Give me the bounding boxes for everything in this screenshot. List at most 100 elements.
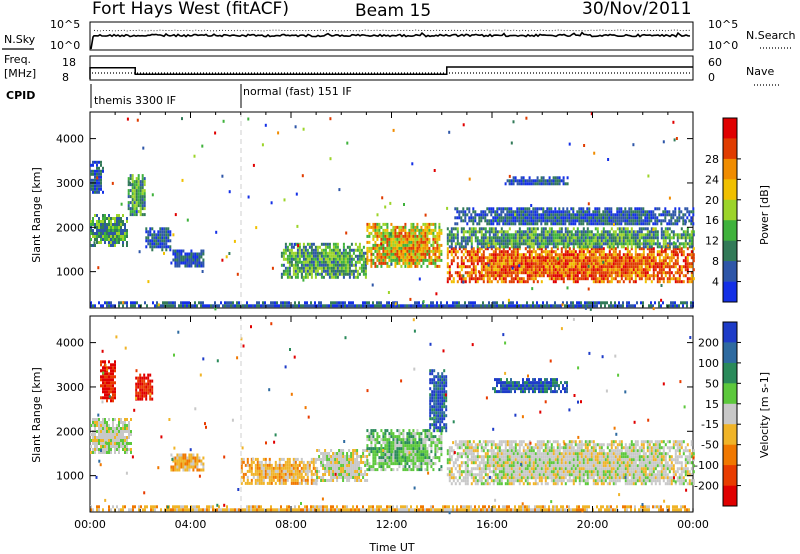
heatmap-cell <box>558 182 561 186</box>
heatmap-cell <box>352 275 355 279</box>
heatmap-cell <box>504 219 507 223</box>
heatmap-cell <box>668 265 671 269</box>
heatmap-cell <box>145 388 148 392</box>
heatmap-cell <box>440 249 443 253</box>
heatmap-cell <box>514 247 517 251</box>
heatmap-cell <box>484 239 487 243</box>
heatmap-cell <box>500 253 503 257</box>
heatmap-cell <box>114 418 116 421</box>
heatmap-cell <box>137 183 140 187</box>
heatmap-cell <box>598 222 601 226</box>
heatmap-cell <box>636 262 639 266</box>
heatmap-cell <box>586 274 589 278</box>
heatmap-cell <box>574 233 577 237</box>
heatmap-cell <box>634 304 636 308</box>
heatmap-cell <box>484 216 487 220</box>
heatmap-cell <box>626 304 628 308</box>
heatmap-cell <box>482 245 485 249</box>
heatmap-cell <box>94 436 96 439</box>
heatmap-cell <box>508 301 510 305</box>
heatmap-cell <box>532 262 535 266</box>
heatmap-cell <box>548 277 551 281</box>
heatmap-cell <box>572 207 575 211</box>
heatmap-cell <box>102 217 104 220</box>
heatmap-cell <box>652 268 655 272</box>
heatmap-cell <box>466 242 469 246</box>
heatmap-cell <box>112 363 114 367</box>
heatmap-cell <box>594 250 597 254</box>
heatmap-cell <box>582 222 585 226</box>
heatmap-cell <box>526 179 529 183</box>
heatmap-cell <box>548 265 551 269</box>
heatmap-cell <box>604 301 606 305</box>
heatmap-cell <box>644 222 647 226</box>
heatmap-cell <box>456 222 459 226</box>
heatmap-cell <box>656 280 659 284</box>
heatmap-cell <box>102 220 104 223</box>
heatmap-cell <box>518 213 521 217</box>
heatmap-cell <box>556 210 559 214</box>
heatmap-cell <box>622 210 625 214</box>
heatmap-cell <box>484 210 487 214</box>
heatmap-cell <box>524 268 527 272</box>
heatmap-cell <box>688 280 691 284</box>
heatmap-cell <box>660 274 663 278</box>
heatmap-cell <box>388 240 391 244</box>
heatmap-cell <box>690 216 693 220</box>
heatmap-cell <box>462 219 465 223</box>
heatmap-cell <box>282 272 285 276</box>
heatmap-cell <box>478 219 481 223</box>
heatmap-cell <box>133 207 136 211</box>
heatmap-cell <box>306 260 309 264</box>
heatmap-cell <box>508 259 511 263</box>
heatmap-cell <box>574 268 577 272</box>
heatmap-cell <box>578 247 581 251</box>
heatmap-cell <box>410 264 413 268</box>
heatmap-cell <box>630 236 633 240</box>
heatmap-cell <box>464 247 467 251</box>
heatmap-cell <box>90 163 92 167</box>
heatmap-cell <box>404 258 407 262</box>
heatmap-cell <box>184 453 187 457</box>
heatmap-cell <box>186 261 189 265</box>
heatmap-cell <box>174 468 177 472</box>
heatmap-cell <box>642 245 645 249</box>
heatmap-cell <box>336 272 339 276</box>
heatmap-cell <box>536 262 539 266</box>
heatmap-cell <box>534 274 537 278</box>
heatmap-cell <box>580 222 583 226</box>
heatmap-cell <box>408 246 411 250</box>
heatmap-cell <box>628 268 631 272</box>
heatmap-cell <box>278 304 280 308</box>
heatmap-cell <box>602 227 605 231</box>
heatmap-cell <box>674 271 677 275</box>
heatmap-cell <box>518 280 521 284</box>
heatmap-cell <box>552 236 555 240</box>
heatmap-cell <box>137 201 140 205</box>
heatmap-speck <box>497 218 499 222</box>
heatmap-cell <box>172 468 175 472</box>
heatmap-speck <box>371 283 374 287</box>
heatmap-cell <box>104 421 106 424</box>
heatmap-cell <box>408 234 411 238</box>
heatmap-cell <box>528 239 531 243</box>
heatmap-cell <box>192 453 195 457</box>
heatmap-speck <box>587 287 590 291</box>
heatmap-cell <box>546 245 549 249</box>
heatmap-cell <box>452 256 455 260</box>
heatmap-cell <box>574 253 577 257</box>
heatmap-cell <box>408 261 411 265</box>
heatmap-cell <box>135 391 138 395</box>
heatmap-speck <box>514 213 517 217</box>
heatmap-cell <box>552 259 555 263</box>
heatmap-cell <box>600 253 603 257</box>
heatmap-cell <box>145 382 148 386</box>
heatmap-cell <box>482 301 484 305</box>
heatmap-cell <box>644 233 647 237</box>
heatmap-cell <box>624 256 627 260</box>
heatmap-cell <box>528 259 531 263</box>
heatmap-cell <box>310 272 313 276</box>
heatmap-cell <box>518 271 521 275</box>
heatmap-cell <box>448 250 451 254</box>
heatmap-cell <box>416 249 419 253</box>
